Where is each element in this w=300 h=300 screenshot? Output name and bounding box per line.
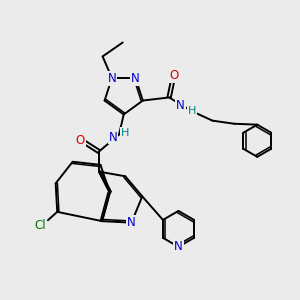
Text: H: H [121,128,129,138]
Text: N: N [176,99,185,112]
Text: O: O [76,134,85,147]
Text: N: N [107,72,116,85]
Text: H: H [188,106,196,116]
Text: O: O [169,69,178,82]
Text: N: N [127,216,136,229]
Text: N: N [174,240,183,253]
Text: N: N [131,72,140,85]
Text: Cl: Cl [34,219,46,232]
Text: N: N [109,130,117,143]
